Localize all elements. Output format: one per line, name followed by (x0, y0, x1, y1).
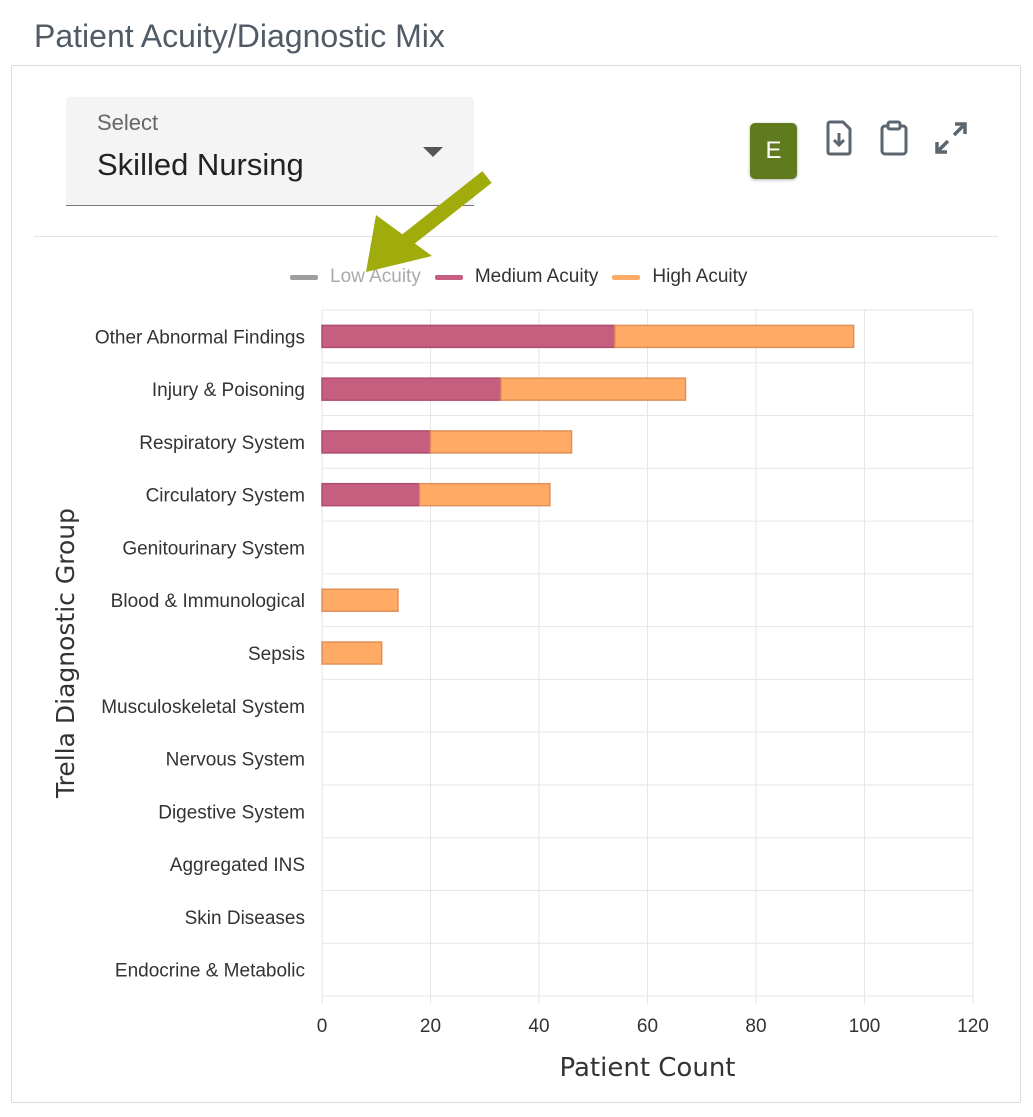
x-tick-label: 120 (957, 1016, 989, 1037)
select-label: Select (97, 110, 159, 135)
x-tick-label: 60 (637, 1016, 658, 1037)
x-axis-title: Patient Count (559, 1053, 735, 1083)
y-tick-label: Musculoskeletal System (101, 697, 305, 718)
bar-high-acuity (500, 377, 687, 401)
bar-medium-acuity (321, 482, 421, 507)
legend-high-acuity[interactable]: High Acuity (612, 266, 747, 288)
x-tick-label: 80 (745, 1016, 766, 1037)
y-tick-label: Respiratory System (139, 433, 305, 454)
legend-label: High Acuity (652, 266, 748, 287)
bar-high-acuity (321, 588, 399, 612)
page-title: Patient Acuity/Diagnostic Mix (34, 18, 445, 54)
y-tick-label: Endocrine & Metabolic (115, 961, 305, 982)
file-download-icon[interactable] (822, 118, 858, 158)
y-tick-label: Blood & Immunological (111, 591, 305, 612)
bar-high-acuity (614, 324, 855, 349)
bar-high-acuity (418, 482, 551, 507)
e-button[interactable]: E (750, 123, 797, 179)
y-tick-label: Aggregated INS (170, 855, 305, 876)
x-tick-label: 100 (849, 1016, 881, 1037)
y-tick-label: Skin Diseases (185, 908, 305, 929)
x-tick-label: 20 (420, 1016, 441, 1037)
y-tick-label: Injury & Poisoning (152, 380, 305, 401)
y-tick-label: Genitourinary System (122, 538, 305, 559)
y-tick-label: Circulatory System (146, 486, 305, 507)
divider (34, 236, 998, 237)
y-tick-label: Digestive System (158, 802, 305, 823)
bar-medium-acuity (321, 430, 432, 454)
legend: Low Acuity Medium Acuity High Acuity (290, 266, 747, 288)
chevron-down-icon (423, 147, 443, 157)
y-tick-label: Nervous System (166, 750, 305, 771)
x-tick-label: 40 (528, 1016, 549, 1037)
chart-card (11, 65, 1021, 1103)
expand-icon[interactable] (933, 118, 969, 158)
category-select[interactable]: Select Skilled Nursing (66, 97, 474, 206)
select-value: Skilled Nursing (97, 147, 304, 182)
legend-label: Low Acuity (330, 266, 421, 287)
bar-medium-acuity (321, 324, 616, 349)
x-tick-label: 0 (317, 1016, 328, 1037)
clipboard-icon[interactable] (876, 118, 912, 158)
legend-medium-acuity[interactable]: Medium Acuity (434, 266, 599, 288)
legend-label: Medium Acuity (474, 266, 599, 287)
bar-high-acuity (321, 641, 383, 665)
y-axis-title: Trella Diagnostic Group (51, 508, 80, 799)
bar-medium-acuity (321, 377, 502, 401)
annotation-arrowhead (366, 215, 432, 272)
y-tick-label: Sepsis (248, 644, 305, 665)
y-tick-label: Other Abnormal Findings (95, 327, 305, 348)
legend-low-acuity[interactable]: Low Acuity (290, 266, 421, 288)
bar-high-acuity (429, 430, 573, 454)
